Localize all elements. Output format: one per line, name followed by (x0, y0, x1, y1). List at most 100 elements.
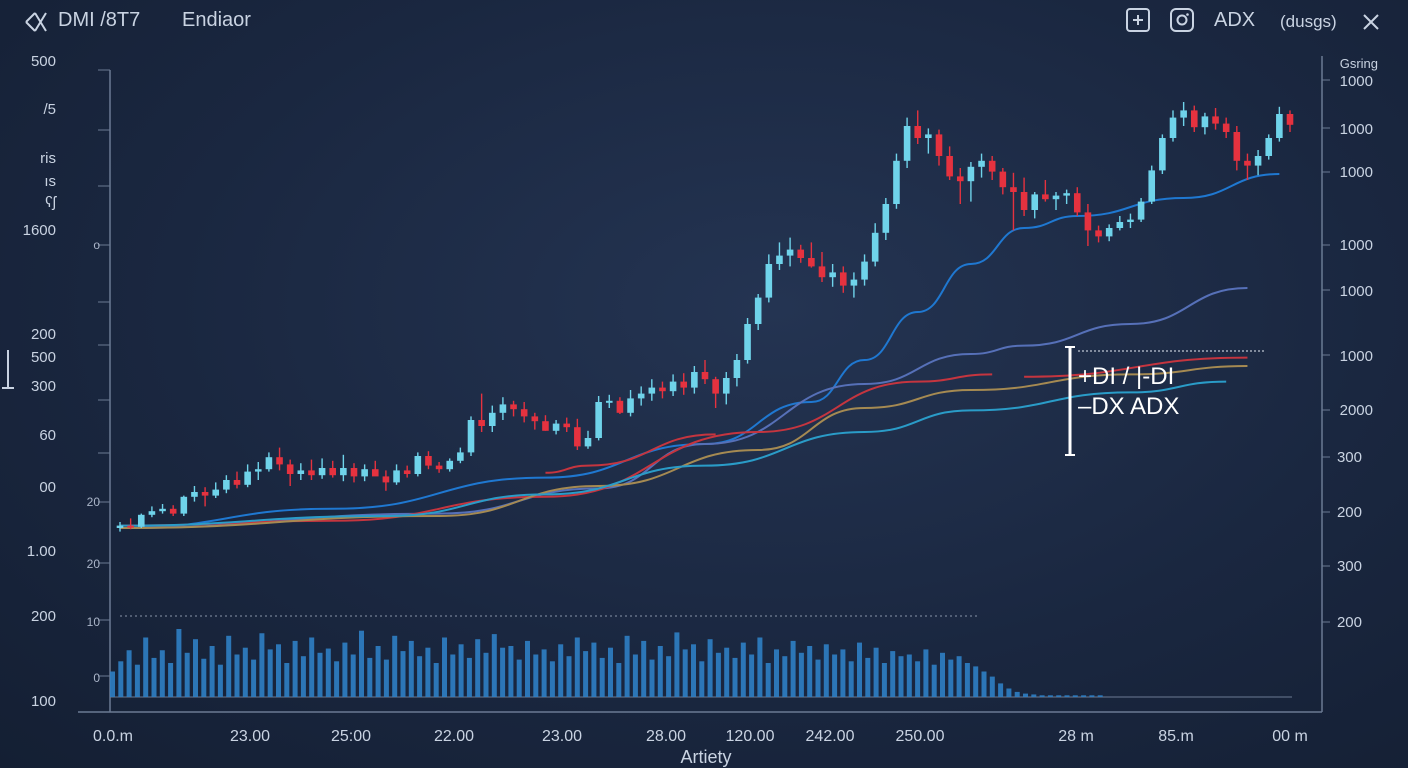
candle-body (1105, 228, 1113, 237)
candle-body (435, 465, 443, 470)
volume-bar (1014, 691, 1020, 697)
volume-bar (525, 640, 530, 697)
grid-lines (98, 69, 1330, 677)
volume-bar (898, 656, 904, 697)
candle-body (659, 387, 666, 392)
volume-bar (682, 649, 688, 697)
candle-body (967, 166, 975, 182)
candle-body (882, 204, 890, 233)
volume-bar (1056, 695, 1062, 697)
candle-body (1148, 170, 1156, 202)
indicator-unit: (dusgs) (1280, 12, 1337, 31)
candle-body (1137, 201, 1145, 220)
candle-body (467, 420, 475, 453)
volume-bar (998, 683, 1004, 697)
candle-body (616, 400, 624, 413)
candle-body (201, 492, 209, 496)
candle-body (722, 378, 730, 394)
candle-body (829, 272, 836, 278)
volume-bar (940, 652, 945, 697)
volume-bar (251, 659, 257, 697)
volume-bar (392, 635, 398, 697)
volume-bar (1047, 695, 1053, 697)
candle-body (1052, 195, 1060, 200)
candle-body (371, 469, 379, 477)
candle-body (361, 469, 368, 477)
volume-bar (699, 661, 705, 697)
close-icon[interactable] (1362, 13, 1380, 31)
candle-body (627, 398, 634, 413)
candle-body (457, 452, 464, 461)
volume-bar (450, 654, 456, 697)
volume-bar (425, 647, 431, 697)
candle-body (808, 258, 815, 267)
candle-body (520, 409, 528, 417)
candle-body (776, 255, 783, 264)
candle-body (765, 264, 773, 298)
volume-bar (591, 642, 597, 697)
top-toolbar: DMI /8T7 Endiaor ADX (dusgs) (0, 0, 1408, 44)
volume-bar (823, 644, 829, 697)
adx-annotation: +DI / |-DI –DX ADX (1065, 346, 1266, 456)
close-diamond-icon[interactable] (24, 11, 48, 33)
candle-body (414, 456, 422, 474)
volume-bar (193, 639, 198, 697)
candle-body (1020, 192, 1028, 210)
x-axis-title: Artiety (680, 747, 731, 767)
candle-body (127, 525, 134, 528)
volume-bar (1023, 693, 1028, 697)
candle-body (637, 393, 645, 399)
candle-body (308, 470, 315, 476)
volume-bar (242, 647, 248, 697)
volume-bar (110, 671, 115, 697)
candle-body (233, 480, 241, 485)
volume-bar (890, 651, 896, 697)
left-outer-axis-labels: 500 /5 ris ıs ʕʃ 1600 200 500 300 60 00 … (23, 53, 58, 710)
volume-bar (583, 651, 589, 697)
left-tick-label: 1600 (23, 222, 56, 239)
add-panel-icon[interactable] (1126, 8, 1150, 32)
volume-bar (549, 661, 555, 697)
volume-bar (516, 659, 522, 697)
candle-body (850, 279, 858, 286)
volume-bar (724, 647, 730, 697)
volume-bar (815, 659, 821, 697)
volume-bar (1031, 694, 1037, 697)
candle-body (297, 470, 305, 474)
left-tick-label: 1.00 (27, 543, 56, 560)
x-tick-label: 22.00 (434, 728, 474, 745)
right-tick-label: 1000 (1340, 73, 1373, 90)
candle-body (488, 412, 496, 426)
right-tick-label: 300 (1337, 558, 1362, 575)
volume-bar (217, 664, 223, 697)
camera-icon[interactable] (1170, 8, 1194, 32)
volume-bar (176, 629, 182, 697)
candle-body (988, 160, 996, 172)
candle-body (584, 438, 592, 447)
volume-bar (574, 637, 580, 697)
candle-body (403, 470, 411, 474)
series-line (119, 287, 1248, 529)
volume-bar (757, 637, 763, 697)
candle-body (1116, 222, 1124, 228)
volume-bar (740, 642, 746, 697)
volume-bar (774, 649, 779, 697)
candle-body (818, 266, 826, 278)
candle-body (1159, 138, 1166, 171)
volume-bar (732, 657, 738, 697)
left-tick-label: 500 (31, 53, 56, 70)
candle-body (1010, 187, 1017, 192)
candle-body (1201, 116, 1209, 128)
candle-body (1212, 116, 1219, 124)
volume-bar (309, 637, 315, 697)
candle-body (425, 456, 432, 466)
candle-body (499, 404, 507, 413)
volume-bar (500, 647, 506, 697)
volume-bar (632, 654, 638, 697)
x-tick-label: 120.00 (726, 728, 775, 745)
left-tick-label: ʕʃ (45, 194, 58, 211)
left-tick-label: 00 (39, 479, 56, 496)
candle-body (595, 402, 602, 438)
indicator-name[interactable]: ADX (1214, 9, 1256, 31)
